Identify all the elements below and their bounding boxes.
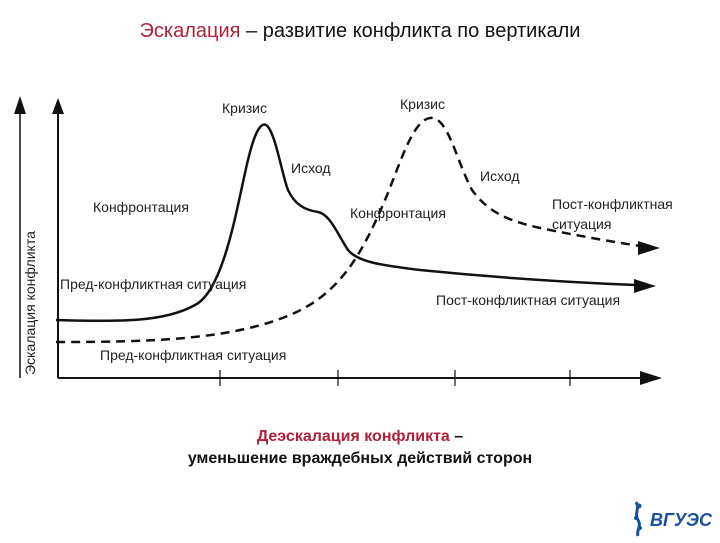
solid-confrontation-label: Конфронтация xyxy=(93,199,189,215)
dashed-outcome-label: Исход xyxy=(480,168,520,184)
logo-text: ВГУЭС xyxy=(650,510,713,530)
dashed-post-conflict-label-line2: ситуация xyxy=(552,216,611,232)
dashed-post-conflict-label-line1: Пост-конфликтная xyxy=(552,196,673,212)
caption-line1: Деэскалация конфликта – xyxy=(0,426,720,448)
caption-accent: Деэскалация конфликта xyxy=(256,428,450,445)
y-axis-arrow-icon xyxy=(52,98,64,114)
solid-outcome-label: Исход xyxy=(291,160,331,176)
y-axis-indicator-arrow-icon xyxy=(14,96,26,114)
solid-post-conflict-label: Пост-конфликтная ситуация xyxy=(436,292,620,308)
solid-curve-arrow-icon xyxy=(634,279,656,293)
y-axis-label: Эскалация конфликта xyxy=(22,231,38,375)
title-rest: – развитие конфликта по вертикали xyxy=(240,20,581,42)
title-accent: Эскалация xyxy=(139,20,241,42)
solid-crisis-label: Кризис xyxy=(222,100,267,116)
university-logo: ВГУЭС xyxy=(628,498,718,538)
caption-line2: уменьшение враждебных действий сторон xyxy=(187,450,533,467)
dashed-confrontation-label: Конфронтация xyxy=(350,205,446,221)
deescalation-caption: Деэскалация конфликта – уменьшение вражд… xyxy=(0,426,720,470)
caption-rest: – xyxy=(449,428,464,445)
logo-emblem-icon: ВГУЭС xyxy=(634,501,713,537)
dashed-pre-conflict-label: Пред-конфликтная ситуация xyxy=(100,347,286,363)
page-title: Эскалация – развитие конфликта по вертик… xyxy=(0,20,720,43)
solid-curve xyxy=(55,123,637,323)
dashed-crisis-label: Кризис xyxy=(400,96,445,112)
dashed-curve-arrow-icon xyxy=(638,241,660,255)
x-axis-arrow-icon xyxy=(640,371,662,385)
solid-pre-conflict-label: Пред-конфликтная ситуация xyxy=(60,276,246,292)
